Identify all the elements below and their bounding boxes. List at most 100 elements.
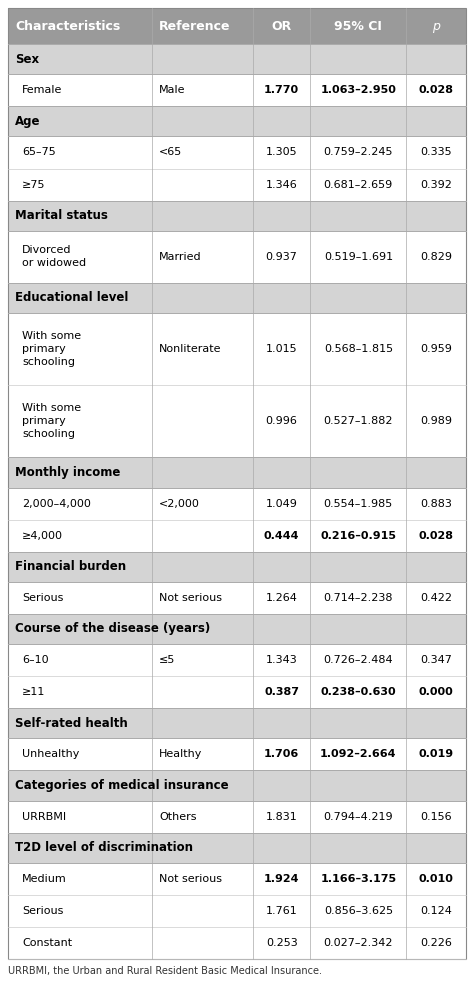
Text: 0.444: 0.444 (264, 530, 300, 540)
Text: Monthly income: Monthly income (15, 466, 120, 479)
Text: T2D level of discrimination: T2D level of discrimination (15, 841, 193, 854)
Text: 1.770: 1.770 (264, 85, 299, 95)
Bar (8, 106, 466, 136)
Text: 0.027–2.342: 0.027–2.342 (324, 938, 393, 948)
Text: 1.015: 1.015 (266, 345, 298, 355)
Bar (8, 895, 466, 926)
Text: Nonliterate: Nonliterate (159, 345, 222, 355)
Text: 0.124: 0.124 (420, 906, 452, 916)
Text: 0.794–4.219: 0.794–4.219 (324, 811, 393, 821)
Text: p: p (432, 20, 440, 33)
Bar (8, 488, 466, 519)
Bar (8, 552, 466, 582)
Bar (8, 169, 466, 201)
Bar (8, 771, 466, 800)
Text: primary: primary (22, 345, 66, 355)
Text: Constant: Constant (22, 938, 72, 948)
Bar (8, 519, 466, 552)
Text: 1.049: 1.049 (266, 498, 298, 508)
Text: ≥11: ≥11 (22, 687, 46, 697)
Text: Categories of medical insurance: Categories of medical insurance (15, 779, 228, 792)
Text: OR: OR (272, 20, 292, 33)
Text: With some: With some (22, 403, 81, 413)
Text: 0.937: 0.937 (266, 252, 298, 262)
Bar (8, 644, 466, 676)
Text: schooling: schooling (22, 357, 75, 367)
Text: 1.831: 1.831 (266, 811, 298, 821)
Bar (8, 283, 466, 313)
Text: 0.829: 0.829 (420, 252, 452, 262)
Text: Not serious: Not serious (159, 593, 222, 603)
Bar (8, 74, 466, 106)
Text: ≤5: ≤5 (159, 655, 176, 665)
Text: 0.019: 0.019 (419, 750, 454, 760)
Text: Medium: Medium (22, 874, 67, 884)
Bar (8, 926, 466, 959)
Text: Male: Male (159, 85, 186, 95)
Text: 0.568–1.815: 0.568–1.815 (324, 345, 393, 355)
Text: 0.010: 0.010 (419, 874, 454, 884)
Text: 0.527–1.882: 0.527–1.882 (324, 416, 393, 426)
Text: Financial burden: Financial burden (15, 560, 126, 573)
Text: 0.726–2.484: 0.726–2.484 (324, 655, 393, 665)
Text: <65: <65 (159, 147, 182, 158)
Bar (8, 313, 466, 385)
Text: Age: Age (15, 115, 40, 128)
Text: 1.343: 1.343 (266, 655, 298, 665)
Text: With some: With some (22, 331, 81, 341)
Text: Sex: Sex (15, 53, 39, 66)
Text: Healthy: Healthy (159, 750, 203, 760)
Text: 0.028: 0.028 (419, 530, 454, 540)
Text: 0.335: 0.335 (420, 147, 452, 158)
Text: URRBMI, the Urban and Rural Resident Basic Medical Insurance.: URRBMI, the Urban and Rural Resident Bas… (8, 966, 322, 976)
Text: Unhealthy: Unhealthy (22, 750, 79, 760)
Text: Serious: Serious (22, 593, 64, 603)
Text: or widowed: or widowed (22, 258, 86, 268)
Text: 65–75: 65–75 (22, 147, 56, 158)
Bar (8, 832, 466, 863)
Text: 95% CI: 95% CI (335, 20, 383, 33)
Text: Married: Married (159, 252, 202, 262)
Bar (8, 201, 466, 230)
Text: 0.347: 0.347 (420, 655, 452, 665)
Text: 1.305: 1.305 (266, 147, 298, 158)
Text: 6–10: 6–10 (22, 655, 49, 665)
Text: Female: Female (22, 85, 63, 95)
Bar (8, 582, 466, 614)
Bar (8, 8, 466, 44)
Bar (8, 800, 466, 832)
Bar (8, 708, 466, 739)
Text: 0.714–2.238: 0.714–2.238 (324, 593, 393, 603)
Text: 0.238–0.630: 0.238–0.630 (320, 687, 396, 697)
Text: Educational level: Educational level (15, 291, 128, 305)
Text: 0.959: 0.959 (420, 345, 452, 355)
Bar (8, 676, 466, 708)
Text: Marital status: Marital status (15, 210, 108, 222)
Text: 0.554–1.985: 0.554–1.985 (324, 498, 393, 508)
Text: 0.989: 0.989 (420, 416, 452, 426)
Text: 0.996: 0.996 (266, 416, 298, 426)
Text: 0.759–2.245: 0.759–2.245 (324, 147, 393, 158)
Text: 1.092–2.664: 1.092–2.664 (320, 750, 397, 760)
Bar (8, 136, 466, 169)
Text: 0.519–1.691: 0.519–1.691 (324, 252, 393, 262)
Text: primary: primary (22, 416, 66, 426)
Text: URRBMI: URRBMI (22, 811, 66, 821)
Text: 1.761: 1.761 (266, 906, 298, 916)
Bar (8, 739, 466, 771)
Text: 1.706: 1.706 (264, 750, 299, 760)
Text: ≥4,000: ≥4,000 (22, 530, 63, 540)
Bar (8, 863, 466, 895)
Text: 0.000: 0.000 (419, 687, 454, 697)
Bar (8, 230, 466, 283)
Text: Characteristics: Characteristics (15, 20, 120, 33)
Bar (8, 44, 466, 74)
Bar (8, 385, 466, 458)
Text: Others: Others (159, 811, 197, 821)
Text: 0.226: 0.226 (420, 938, 452, 948)
Text: Divorced: Divorced (22, 245, 72, 255)
Text: 0.216–0.915: 0.216–0.915 (320, 530, 396, 540)
Text: 1.063–2.950: 1.063–2.950 (320, 85, 396, 95)
Text: 1.346: 1.346 (266, 180, 298, 190)
Text: ≥75: ≥75 (22, 180, 46, 190)
